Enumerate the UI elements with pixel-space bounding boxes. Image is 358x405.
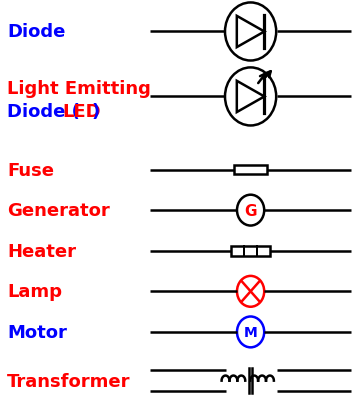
Bar (234, 166, 267, 175)
Text: Generator: Generator (7, 202, 110, 220)
Text: G: G (245, 203, 257, 218)
Text: Diode (: Diode ( (7, 102, 80, 120)
Text: M: M (244, 325, 257, 339)
Text: Diode: Diode (7, 23, 66, 41)
Text: ): ) (91, 102, 100, 120)
Text: Fuse: Fuse (7, 161, 54, 179)
Text: Heater: Heater (7, 242, 76, 260)
Bar (231, 246, 270, 256)
Text: Transformer: Transformer (7, 372, 131, 390)
Text: Lamp: Lamp (7, 283, 62, 301)
Text: Light Emitting: Light Emitting (7, 80, 151, 98)
Text: LED: LED (63, 102, 101, 120)
Text: Motor: Motor (7, 323, 67, 341)
